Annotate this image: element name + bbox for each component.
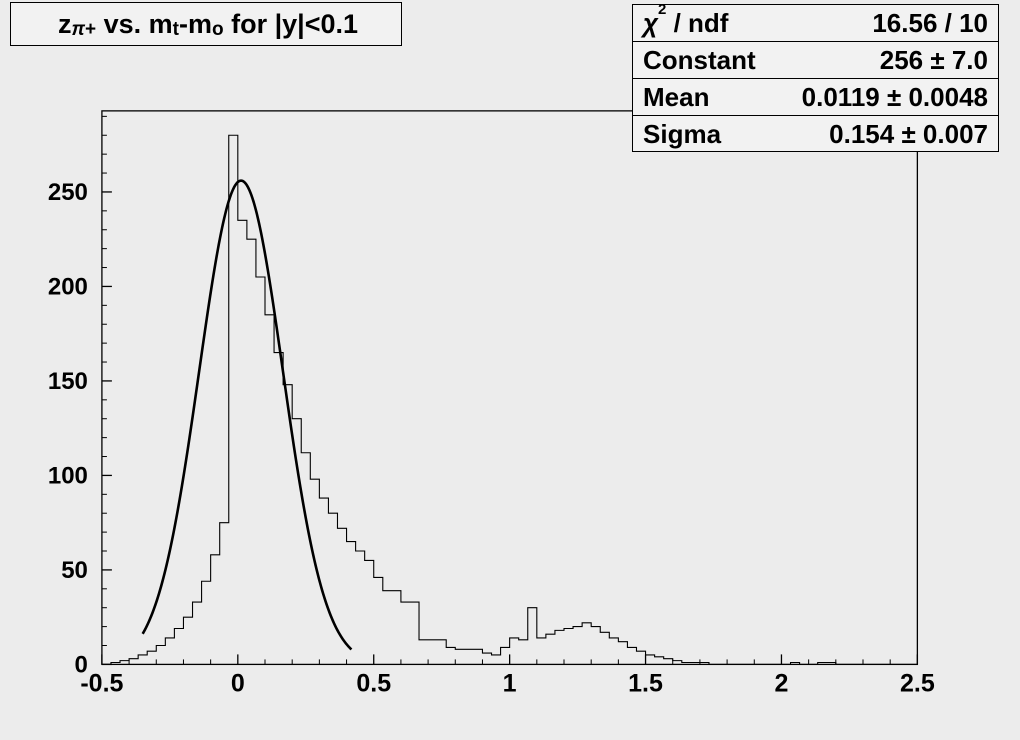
- svg-text:200: 200: [48, 273, 88, 300]
- svg-text:0: 0: [231, 669, 245, 697]
- svg-text:1: 1: [503, 669, 517, 697]
- svg-text:50: 50: [61, 557, 88, 584]
- svg-text:0.5: 0.5: [356, 669, 391, 697]
- svg-text:2.5: 2.5: [900, 669, 935, 697]
- svg-text:1.5: 1.5: [628, 669, 663, 697]
- svg-text:0: 0: [75, 651, 88, 678]
- svg-text:250: 250: [48, 179, 88, 206]
- svg-text:100: 100: [48, 462, 88, 489]
- svg-text:150: 150: [48, 368, 88, 395]
- svg-text:2: 2: [775, 669, 789, 697]
